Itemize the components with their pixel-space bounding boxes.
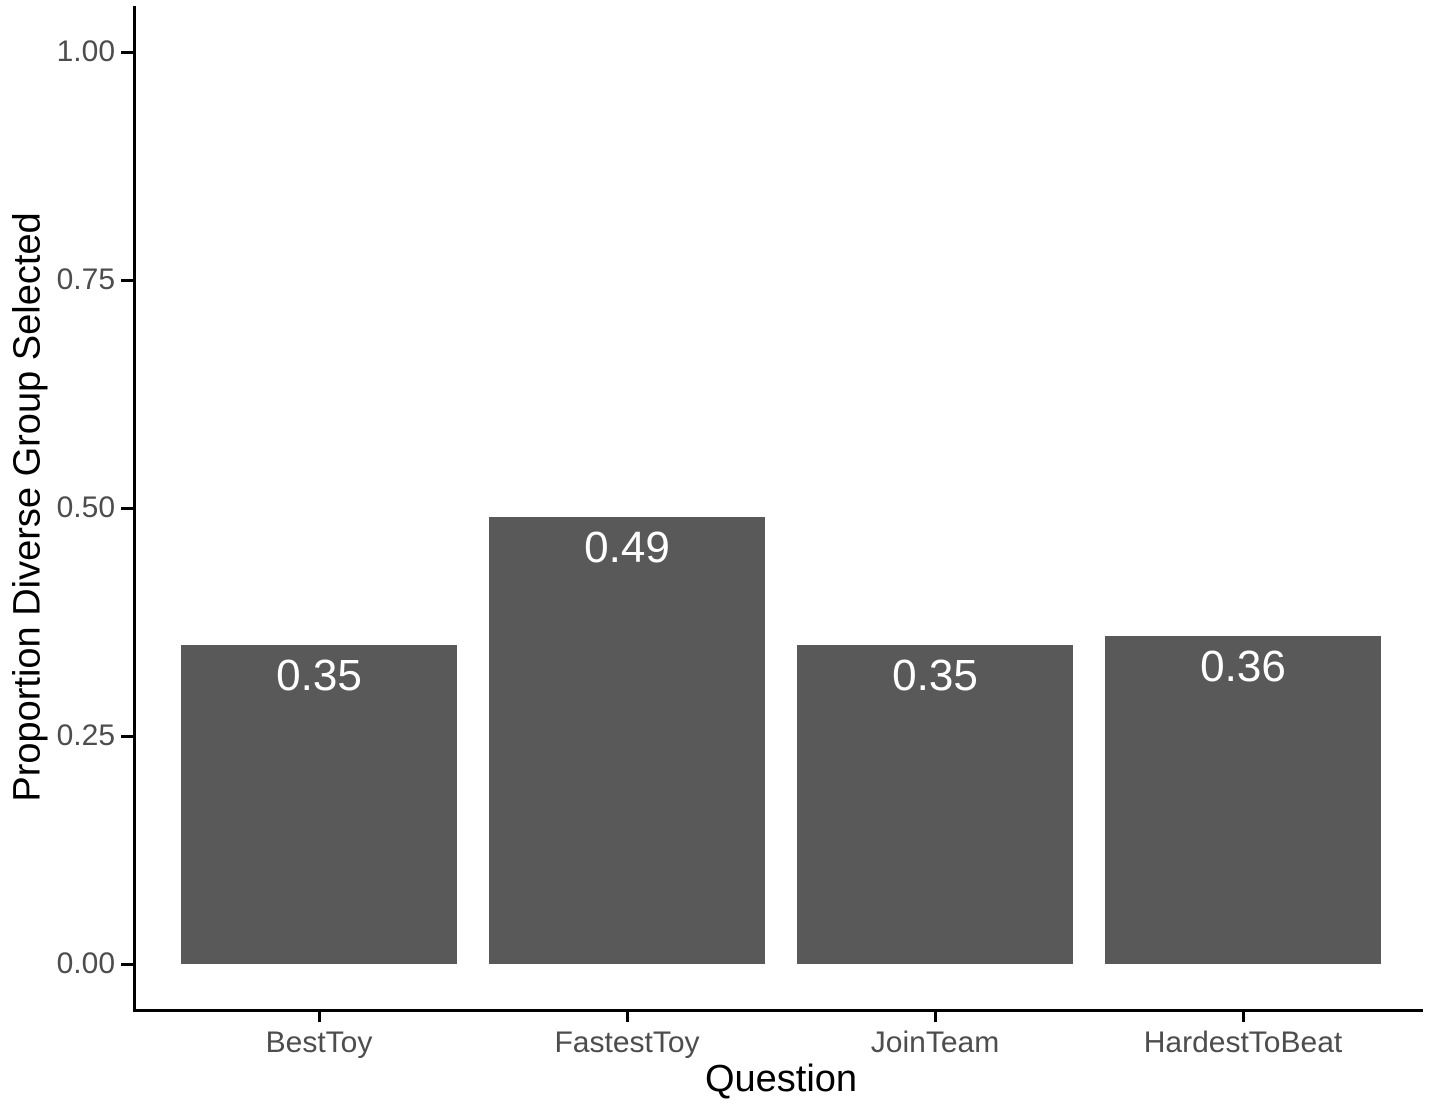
bar-value-label: 0.35 [276,650,362,700]
x-tick-mark [625,1012,629,1022]
x-tick-label: HardestToBeat [1143,1026,1343,1059]
y-axis-line [133,6,136,1012]
y-tick-mark [121,506,133,510]
bar-value-label: 0.36 [1200,641,1286,691]
y-tick-label: 0.00 [56,947,115,980]
bar-BestToy: 0.35 [181,644,457,964]
bar-FastestToy: 0.49 [489,517,765,964]
y-tick-label: 0.50 [56,491,115,524]
bar-HardestToBeat: 0.36 [1105,635,1381,964]
x-tick-mark [933,1012,937,1022]
x-tick-label: JoinTeam [870,1026,1000,1059]
y-tick-mark [121,962,133,966]
y-tick-mark [121,734,133,738]
y-tick-label: 0.25 [56,719,115,752]
x-tick-mark [1241,1012,1245,1022]
bar-value-label: 0.35 [892,650,978,700]
bar-value-label: 0.49 [584,523,670,573]
x-axis-title: Question [704,1058,858,1100]
x-tick-mark [317,1012,321,1022]
x-tick-label: BestToy [265,1026,373,1059]
y-tick-label: 0.75 [56,263,115,296]
x-axis-line [133,1009,1423,1012]
y-tick-mark [121,278,133,282]
x-tick-label: FastestToy [554,1026,700,1059]
bar-JoinTeam: 0.35 [797,644,1073,964]
y-tick-label: 1.00 [56,35,115,68]
y-tick-mark [121,50,133,54]
